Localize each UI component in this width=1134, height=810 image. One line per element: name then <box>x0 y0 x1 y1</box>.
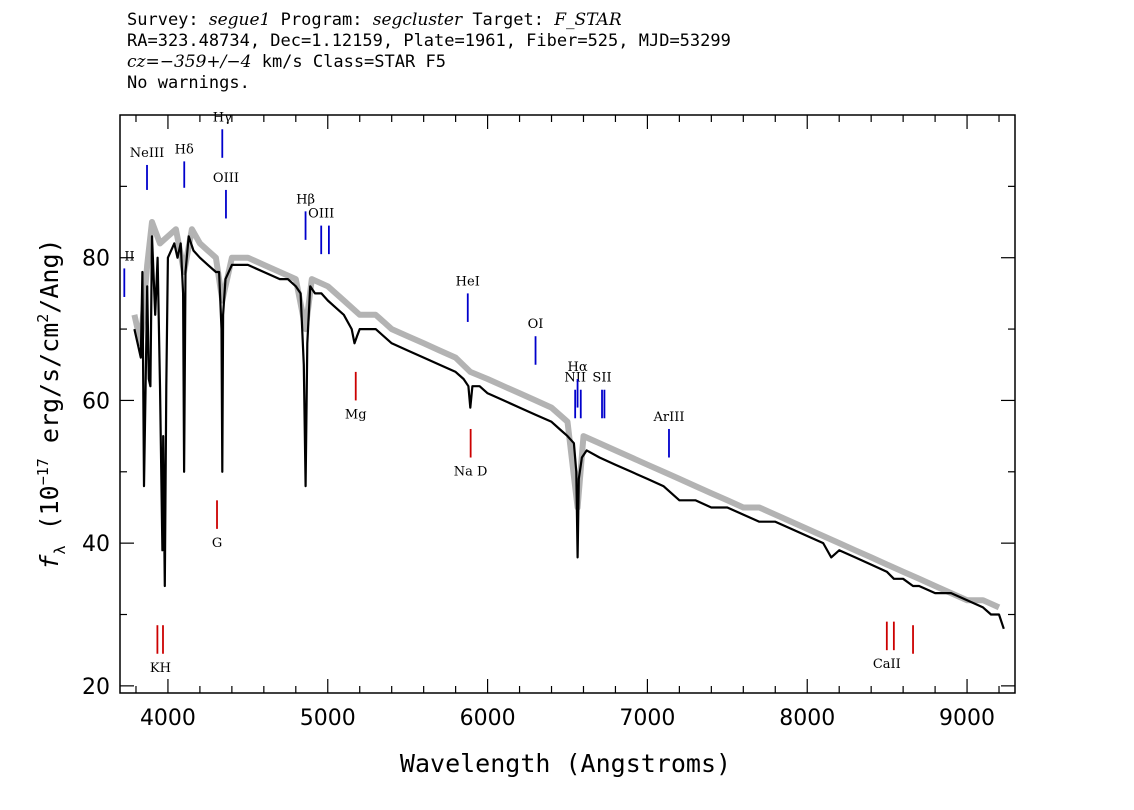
header-line-survey: Survey: segue1 Program: segcluster Targe… <box>127 10 731 31</box>
emission-line-label: NII <box>564 371 586 386</box>
emission-line-label: Hβ <box>296 192 315 207</box>
absorption-line-label: Mg <box>345 407 367 422</box>
y-axis-title-part: /Ang) <box>35 238 64 313</box>
emission-line-label: OI <box>528 317 544 332</box>
emission-line-label: II <box>124 249 134 264</box>
x-tick-label: 6000 <box>460 706 516 731</box>
emission-line-label: OIII <box>308 207 334 222</box>
survey-value: segue1 <box>208 10 271 30</box>
flux-series-line <box>133 235 1005 630</box>
target-label: Target: <box>462 10 555 30</box>
y-axis-title-part: −17 <box>34 458 52 485</box>
program-value: segcluster <box>372 10 463 30</box>
y-axis-title-part: f <box>35 554 64 570</box>
survey-label: Survey: <box>127 10 209 30</box>
x-tick-label: 9000 <box>939 706 995 731</box>
program-label: Program: <box>270 10 373 30</box>
spectrum-header: Survey: segue1 Program: segcluster Targe… <box>127 10 731 94</box>
emission-line-label: OIII <box>213 171 239 186</box>
x-tick-label: 7000 <box>619 706 675 731</box>
y-tick-label: 60 <box>82 389 110 414</box>
y-tick-label: 40 <box>82 532 110 557</box>
y-tick-label: 80 <box>82 247 110 272</box>
emission-line-label: ArIII <box>652 410 684 425</box>
cz-value: −359+/−4 <box>159 52 252 72</box>
cz-label: cz= <box>127 52 160 72</box>
emission-line-label: HeI <box>456 274 480 289</box>
emission-line-label: NeIII <box>130 146 164 161</box>
y-axis-title-part: λ <box>51 545 69 554</box>
x-tick-label: 4000 <box>140 706 196 731</box>
absorption-line-label: G <box>212 536 222 551</box>
x-axis-title: Wavelength (Angstroms) <box>400 749 731 778</box>
header-line-warnings: No warnings. <box>127 73 250 93</box>
y-axis-title-part: erg/s/cm <box>35 323 64 458</box>
y-axis-title: fλ (10−17 erg/s/cm2/Ang) <box>34 238 69 569</box>
error-series-line <box>131 219 1001 611</box>
plot-area: 4000 5000 6000 7000 8000 9000 20 40 60 80 Waveleng… <box>34 110 1016 778</box>
absorption-line-label: KH <box>150 661 171 676</box>
x-tick-label: 8000 <box>779 706 835 731</box>
emission-line-label: Hδ <box>175 142 194 157</box>
x-tick-label: 5000 <box>300 706 356 731</box>
header-line-coordinates: RA=323.48734, Dec=1.12159, Plate=1961, F… <box>127 31 731 51</box>
emission-line-label: Hγ <box>213 110 232 125</box>
target-value: F_STAR <box>554 10 622 30</box>
class-text: km/s Class=STAR F5 <box>251 52 446 72</box>
emission-line-label: Hα <box>568 360 588 375</box>
header-line-redshift: cz=−359+/−4 km/s Class=STAR F5 <box>127 52 731 73</box>
emission-line-label: SII <box>592 371 611 386</box>
y-axis-title-part: 2 <box>34 314 52 323</box>
plot-frame <box>119 114 1016 694</box>
y-tick-label: 20 <box>82 675 110 700</box>
absorption-line-label: Na D <box>454 465 488 480</box>
absorption-line-label: CaII <box>873 657 901 672</box>
y-axis-title-part: (10 <box>35 485 64 545</box>
